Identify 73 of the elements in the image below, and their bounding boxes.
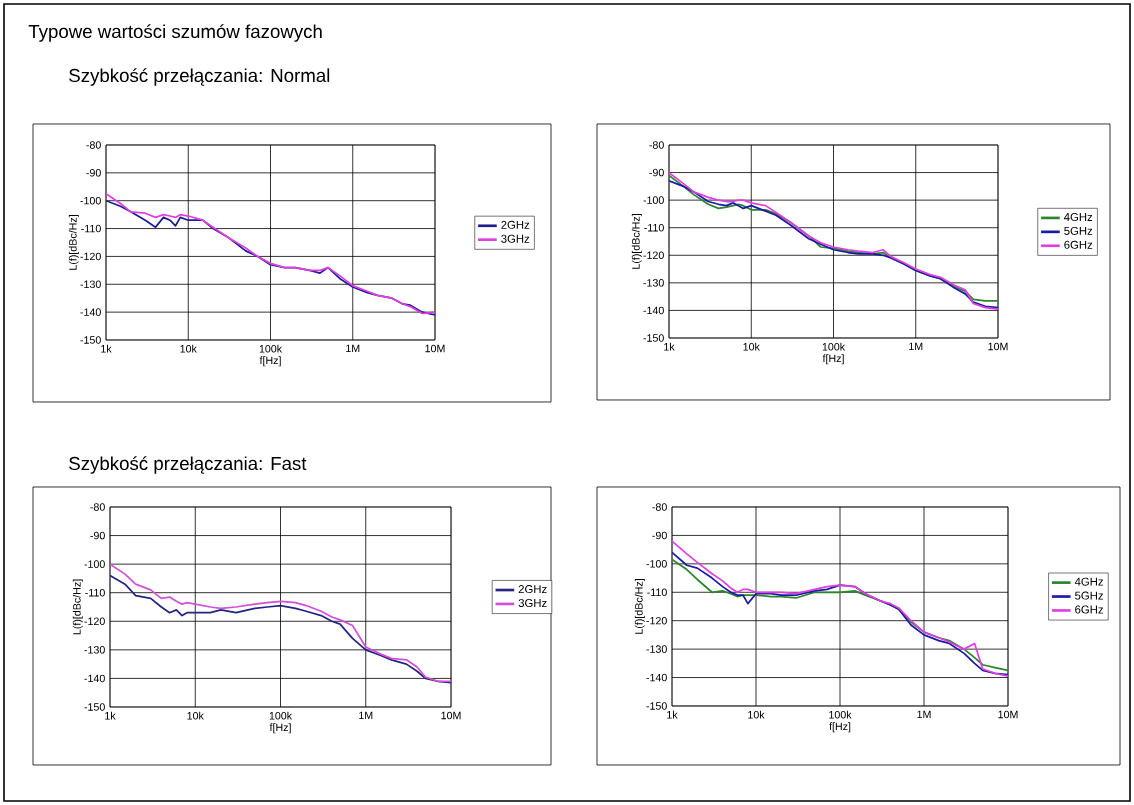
chart-title: Typowe wartości szumów fazowych <box>28 24 322 42</box>
y-axis-title: L(f)[dBc/Hz] <box>634 579 645 634</box>
x-tick-label: 100k <box>259 344 283 353</box>
x-tick-label: 10k <box>743 342 760 351</box>
x-tick-label: 1M <box>359 711 373 720</box>
y-axis-title: L(f)[dBc/Hz] <box>68 215 79 270</box>
y-tick-label: -80 <box>649 141 664 149</box>
y-tick-label: -150 <box>80 336 101 344</box>
chart-subtitle: Szybkość przełączania: Fast <box>69 456 307 474</box>
chart-subtitle: Szybkość przełączania: Normal <box>69 68 330 86</box>
x-tick-label: 10k <box>180 344 197 353</box>
y-tick-label: -100 <box>80 196 101 205</box>
y-axis-title: L(f)[dBc/Hz] <box>72 579 83 635</box>
y-tick-label: -90 <box>90 531 105 540</box>
y-tick-label: -120 <box>80 252 101 261</box>
x-tick-label: 10M <box>425 344 445 353</box>
y-tick-label: -140 <box>643 306 664 315</box>
x-tick-label: 1k <box>101 344 112 353</box>
y-tick-label: -80 <box>90 503 105 511</box>
y-tick-label: -120 <box>646 616 667 625</box>
x-axis-title: f[Hz] <box>269 723 291 734</box>
legend-label: 6GHz <box>1064 240 1093 249</box>
y-tick-label: -110 <box>647 588 667 597</box>
y-tick-label: -150 <box>646 702 667 710</box>
x-tick-label: 1M <box>917 710 931 719</box>
x-tick-label: 10k <box>748 710 765 719</box>
x-axis-title: f[Hz] <box>822 354 844 365</box>
x-axis-title: f[Hz] <box>829 722 851 733</box>
legend-label: 2GHz <box>518 585 547 594</box>
legend-label: 3GHz <box>501 234 530 243</box>
x-tick-label: 10k <box>187 711 204 720</box>
y-tick-label: -140 <box>646 673 667 682</box>
x-axis-title: f[Hz] <box>259 356 281 367</box>
y-tick-label: -80 <box>652 503 667 511</box>
y-tick-label: -140 <box>80 308 101 316</box>
y-tick-label: -130 <box>84 646 105 654</box>
x-tick-label: 1M <box>346 344 360 353</box>
x-tick-label: 10M <box>988 342 1008 351</box>
x-tick-label: 10M <box>998 710 1018 719</box>
y-tick-label: -120 <box>643 251 664 260</box>
y-tick-label: -150 <box>643 334 664 342</box>
x-tick-label: 100k <box>822 342 846 351</box>
x-tick-label: 100k <box>829 710 852 719</box>
legend-label: 4GHz <box>1074 577 1103 586</box>
y-tick-label: -110 <box>85 588 105 597</box>
x-tick-label: 1k <box>105 711 116 720</box>
y-tick-label: -130 <box>643 279 664 287</box>
y-tick-label: -110 <box>644 223 664 232</box>
x-tick-label: 100k <box>269 711 293 720</box>
y-tick-label: -130 <box>646 645 667 653</box>
y-tick-label: -90 <box>649 168 664 177</box>
legend-label: 4GHz <box>1064 212 1093 221</box>
y-tick-label: -140 <box>84 674 105 683</box>
x-tick-label: 10M <box>441 711 461 720</box>
x-tick-label: 1k <box>664 342 675 351</box>
y-tick-label: -130 <box>80 280 101 289</box>
legend-label: 6GHz <box>1075 605 1103 614</box>
y-tick-label: -100 <box>646 560 667 568</box>
y-tick-label: -80 <box>86 141 101 149</box>
y-tick-label: -100 <box>84 560 105 568</box>
legend-label: 3GHz <box>518 599 547 608</box>
y-tick-label: -150 <box>84 703 105 711</box>
y-tick-label: -90 <box>652 531 667 540</box>
legend-label: 5GHz <box>1075 591 1103 600</box>
legend-label: 2GHz <box>501 220 530 229</box>
y-tick-label: -110 <box>81 224 101 233</box>
y-axis-title: L(f)[dBc/Hz] <box>631 214 642 269</box>
x-tick-label: 1M <box>909 342 923 351</box>
y-tick-label: -120 <box>84 617 105 626</box>
y-tick-label: -100 <box>643 196 664 204</box>
y-tick-label: -90 <box>86 169 101 177</box>
x-tick-label: 1k <box>667 710 678 719</box>
legend-label: 5GHz <box>1064 226 1093 235</box>
